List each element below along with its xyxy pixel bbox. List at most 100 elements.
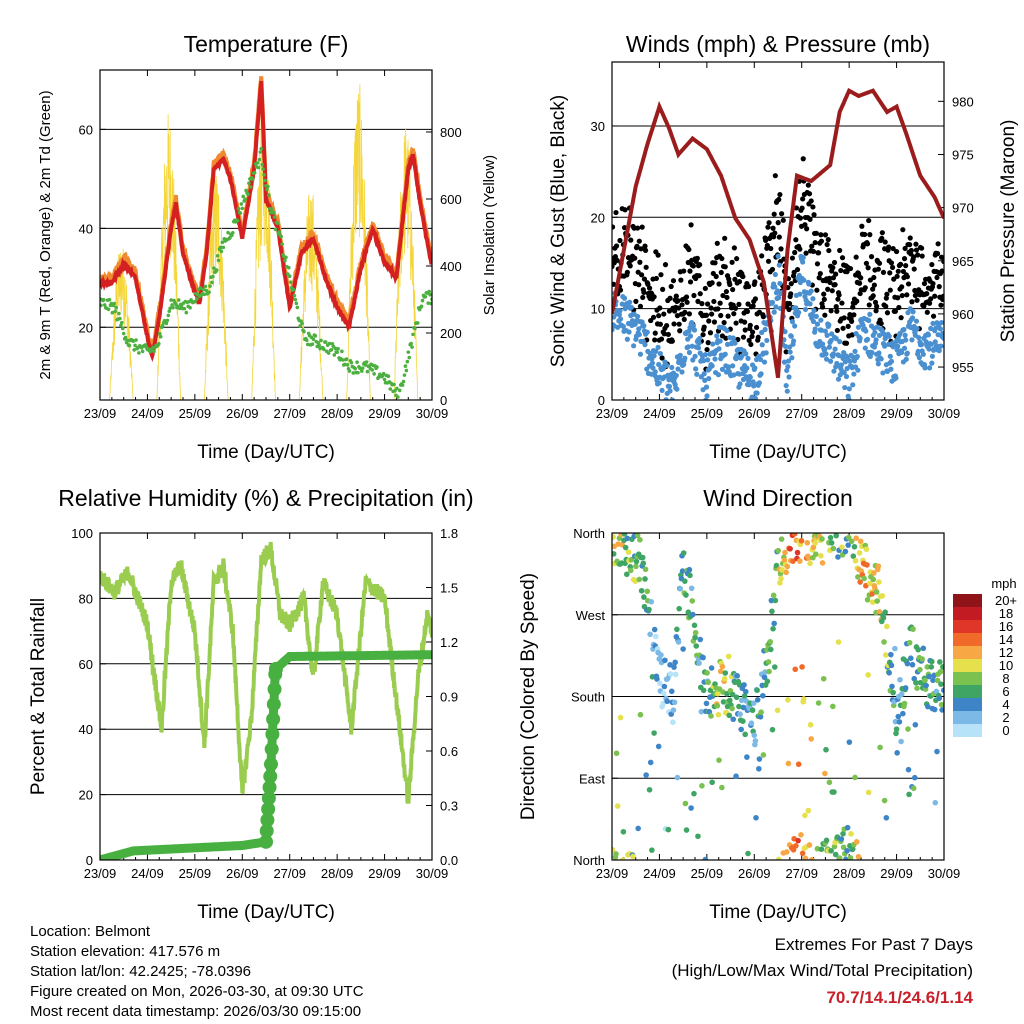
gust-point	[788, 291, 794, 297]
dewpoint-point	[364, 360, 369, 364]
gust-point	[864, 241, 871, 247]
direction-point	[662, 657, 668, 664]
direction-point	[642, 566, 649, 573]
sonic-wind-point	[771, 309, 777, 315]
gust-point	[702, 285, 708, 292]
direction-point	[815, 700, 822, 706]
dewpoint-point	[152, 349, 156, 354]
gust-point	[755, 334, 761, 340]
direction-point	[861, 575, 867, 582]
y-tick-label: East	[579, 771, 605, 786]
gust-point	[676, 321, 682, 327]
dewpoint-point	[294, 301, 299, 306]
sonic-wind-point	[842, 359, 848, 365]
direction-point	[853, 535, 859, 541]
direction-point	[919, 656, 925, 662]
legend-label: 16	[999, 619, 1013, 634]
direction-point	[784, 563, 791, 570]
sonic-wind-point	[726, 364, 732, 370]
sonic-wind-point	[737, 381, 743, 387]
sonic-wind-point	[789, 355, 795, 361]
panel-title: Winds (mph) & Pressure (mb)	[626, 31, 930, 57]
direction-point	[620, 828, 627, 835]
x-tick-label: 25/09	[179, 406, 212, 421]
gust-point	[840, 325, 846, 331]
gust-point	[794, 266, 801, 273]
direction-point	[818, 846, 825, 853]
direction-point	[939, 707, 944, 713]
sonic-wind-point	[862, 345, 868, 351]
gust-point	[899, 284, 905, 290]
dewpoint-point	[132, 348, 136, 352]
x-tick-label: 23/09	[84, 406, 117, 421]
direction-point	[832, 851, 839, 858]
dewpoint-point	[101, 298, 106, 302]
dewpoint-point	[256, 165, 261, 170]
sonic-wind-point	[696, 340, 702, 346]
gust-point	[847, 265, 854, 272]
dewpoint-point	[284, 255, 288, 260]
dewpoint-point	[365, 369, 370, 374]
gust-point	[850, 304, 856, 310]
sonic-wind-point	[702, 377, 708, 383]
sonic-wind-point	[705, 357, 711, 363]
sonic-wind-point	[757, 356, 764, 363]
gust-point	[863, 260, 870, 266]
direction-point	[769, 726, 776, 733]
direction-point	[620, 857, 626, 860]
precip-point	[260, 813, 275, 828]
dewpoint-point	[258, 150, 263, 154]
x-tick-label: 26/09	[226, 406, 259, 421]
direction-point	[876, 609, 883, 615]
gust-point	[825, 286, 831, 292]
dewpoint-point	[344, 357, 349, 361]
sonic-wind-point	[829, 331, 835, 337]
direction-point	[807, 721, 814, 728]
gust-point	[904, 292, 910, 298]
gust-point	[821, 296, 827, 303]
dewpoint-point	[415, 321, 420, 325]
sonic-wind-point	[783, 382, 789, 389]
gust-point	[675, 305, 682, 311]
gust-point	[705, 301, 711, 307]
gust-point	[700, 332, 706, 338]
gust-point	[928, 296, 934, 302]
gust-point	[651, 294, 657, 300]
direction-point	[874, 598, 881, 604]
direction-point	[775, 547, 781, 554]
gust-point	[900, 227, 906, 233]
dewpoint-point	[406, 350, 411, 354]
direction-point	[646, 606, 652, 613]
sonic-wind-point	[714, 333, 720, 339]
sonic-wind-point	[902, 332, 908, 338]
gust-point	[665, 331, 671, 338]
direction-point	[909, 661, 916, 668]
direction-point	[826, 779, 833, 786]
gust-point	[870, 293, 876, 299]
gust-point	[721, 319, 727, 326]
direction-point	[828, 847, 834, 854]
dewpoint-point	[333, 346, 338, 351]
sonic-wind-point	[893, 375, 899, 381]
sonic-wind-point	[666, 383, 673, 390]
direction-point	[749, 707, 756, 714]
direction-point	[627, 567, 634, 574]
gust-point	[810, 248, 817, 255]
direction-point	[833, 533, 840, 539]
gust-point	[797, 215, 803, 221]
gust-point	[834, 308, 840, 314]
legend-swatch	[953, 659, 982, 672]
gust-point	[902, 245, 908, 252]
dewpoint-point	[402, 373, 407, 377]
dewpoint-point	[241, 194, 246, 199]
direction-point	[741, 693, 748, 699]
direction-point	[836, 855, 843, 860]
direction-point	[671, 699, 678, 706]
sonic-wind-point	[909, 315, 916, 321]
dewpoint-point	[429, 301, 432, 306]
x-tick-label: 23/09	[84, 866, 117, 881]
sonic-wind-point	[626, 329, 632, 335]
direction-point	[691, 790, 697, 797]
direction-point	[680, 550, 687, 556]
sonic-wind-point	[635, 313, 641, 320]
